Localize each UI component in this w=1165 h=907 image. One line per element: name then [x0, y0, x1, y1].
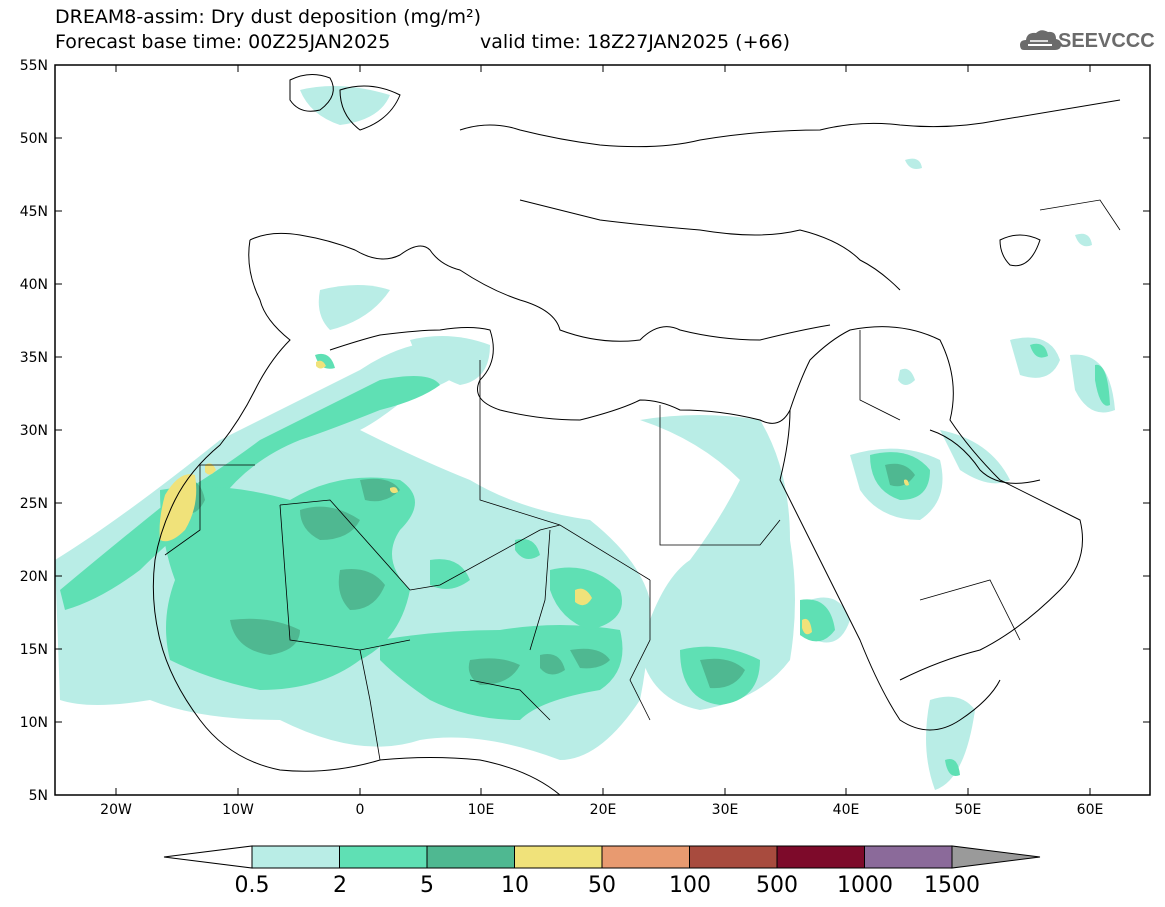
lat-label: 50N	[20, 131, 48, 147]
lat-label: 20N	[20, 569, 48, 585]
lon-label: 20E	[590, 802, 617, 818]
lon-label: 60E	[1077, 802, 1104, 818]
colorbar-labels: 0.5 2 5 10 50 100 500 1000 1500	[235, 873, 981, 898]
deposition-field	[55, 74, 1121, 795]
colorbar-min-arrow	[163, 845, 253, 869]
lat-label: 45N	[20, 204, 48, 220]
lat-label: 30N	[20, 423, 48, 439]
colorbar-segment	[864, 845, 953, 869]
colorbar-segment	[339, 845, 428, 869]
colorbar-label: 2	[333, 873, 347, 898]
colorbar-label: 50	[588, 873, 616, 898]
colorbar-label: 1500	[924, 873, 980, 898]
colorbar-segment	[251, 845, 340, 869]
colorbar-label: 5	[420, 873, 434, 898]
colorbar-max-arrow	[951, 845, 1041, 869]
lat-label: 5N	[29, 788, 48, 804]
colorbar-segment	[426, 845, 515, 869]
lon-ticks	[115, 65, 1091, 795]
valid-time: valid time: 18Z27JAN2025 (+66)	[480, 31, 791, 53]
lat-label: 40N	[20, 277, 48, 293]
lat-axis: 55N 50N 45N 40N 35N 30N 25N 20N 15N 10N …	[20, 58, 48, 804]
lat-ticks	[55, 137, 1150, 723]
lat-label: 35N	[20, 350, 48, 366]
lon-label: 30E	[712, 802, 739, 818]
lon-label: 40E	[833, 802, 860, 818]
coastlines	[152, 74, 1121, 795]
lat-label: 10N	[20, 715, 48, 731]
deposition-level-3	[180, 463, 915, 689]
lat-label: 55N	[20, 58, 48, 74]
map-title: DREAM8-assim: Dry dust deposition (mg/m²…	[55, 6, 482, 28]
cloud-icon	[1020, 30, 1062, 50]
colorbar-label: 100	[669, 873, 711, 898]
lon-label: 0	[356, 802, 365, 818]
colorbar-label: 0.5	[235, 873, 270, 898]
lon-label: 10E	[468, 802, 495, 818]
colorbar-segment	[514, 845, 603, 869]
deposition-level-4	[159, 360, 909, 635]
colorbar-label: 10	[501, 873, 529, 898]
lat-label: 15N	[20, 642, 48, 658]
colorbar-segment	[689, 845, 778, 869]
colorbar-label: 1000	[837, 873, 893, 898]
colorbar-label: 500	[756, 873, 798, 898]
lon-label: 20W	[100, 802, 132, 818]
lon-axis: 20W 10W 0 10E 20E 30E 40E 50E 60E	[100, 802, 1103, 818]
lat-label: 25N	[20, 496, 48, 512]
lon-label: 50E	[955, 802, 982, 818]
colorbar-segment	[776, 845, 865, 869]
forecast-base-time: Forecast base time: 00Z25JAN2025	[55, 31, 391, 53]
colorbar-segment	[601, 845, 690, 869]
lon-label: 10W	[222, 802, 254, 818]
colorbar	[163, 845, 1041, 869]
country-borders	[164, 199, 1121, 761]
logo-text: SEEVCCC	[1058, 30, 1155, 52]
